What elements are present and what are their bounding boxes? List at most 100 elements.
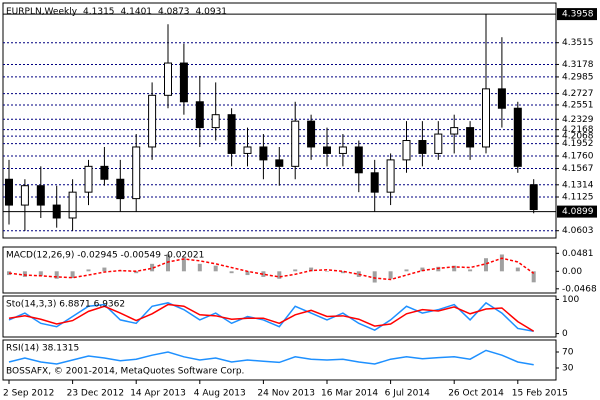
price-label-bg [557, 8, 597, 21]
y-tick-label: -0.0468 [562, 284, 597, 294]
price-label-bg [557, 205, 597, 218]
candle-body [418, 140, 427, 154]
candle-body [529, 184, 538, 211]
histogram-bar [388, 271, 393, 279]
histogram-bar [102, 267, 107, 272]
ohlc-reading: 4.1315 [83, 7, 115, 17]
candle-body [179, 62, 188, 103]
candle-body [402, 140, 411, 161]
y-tick-label: 4.2168 [562, 125, 594, 135]
candle-body [386, 159, 395, 193]
histogram-bar [134, 271, 139, 274]
histogram-bar [452, 265, 457, 272]
x-tick-label: 26 Oct 2014 [448, 389, 504, 399]
candle-body [211, 114, 220, 129]
y-tick-label: 4.2068 [562, 132, 594, 142]
candle-body [482, 88, 490, 148]
candle-body [148, 94, 157, 148]
y-tick-label: 100 [562, 295, 579, 305]
histogram-bar [229, 271, 234, 274]
price-label: 4.3958 [562, 10, 594, 20]
indicator-line [8, 303, 535, 332]
x-tick-label: 23 Dec 2012 [67, 389, 125, 399]
x-tick-label: 14 Apr 2013 [130, 389, 186, 399]
panel-frame [2, 2, 557, 239]
histogram-bar [420, 267, 425, 272]
candle-body [20, 185, 29, 206]
histogram-bar [261, 271, 266, 277]
histogram-bar [213, 265, 218, 272]
panel-title: MACD(12,26,9) -0.02945 -0.00549 -0.02021 [6, 251, 204, 261]
y-tick-label: 70 [562, 348, 574, 358]
y-tick-label: 4.2551 [562, 100, 594, 110]
y-tick-label: 4.1952 [562, 139, 594, 149]
candle-body [164, 62, 172, 96]
x-tick-label: 6 Jul 2014 [385, 389, 430, 399]
histogram-bar [340, 271, 345, 274]
candle-body [497, 88, 506, 109]
candle-body [275, 159, 284, 167]
panel-title: Sto(14,3,3) 6.8871 6.9362 [6, 300, 125, 310]
y-tick-label: 30 [562, 364, 574, 374]
panel-frame [2, 246, 557, 294]
indicator-line [8, 349, 534, 366]
candle-body [466, 127, 475, 148]
candle-body [307, 120, 316, 148]
histogram-bar [515, 267, 520, 272]
histogram-bar [499, 254, 504, 272]
histogram-bar [38, 271, 43, 276]
x-tick-label: 24 Nov 2013 [257, 389, 315, 399]
candle-body [84, 165, 93, 193]
ohlc-reading: 4.0931 [196, 7, 228, 17]
candle-body [434, 133, 443, 154]
histogram-bar [181, 258, 186, 272]
symbol: EURPLN,Weekly [6, 7, 78, 17]
ohlc-reading: 4.1401 [121, 7, 153, 17]
y-tick-label: 4.2727 [562, 89, 594, 99]
ohlc-reading: 4.0873 [158, 7, 190, 17]
price-label: 4.0899 [562, 207, 594, 217]
y-tick-label: 4.1314 [562, 180, 594, 190]
histogram-bar [404, 269, 409, 272]
candle-body [132, 146, 141, 200]
candle-body [100, 165, 109, 180]
y-tick-label: 4.0603 [562, 226, 594, 236]
histogram-bar [150, 263, 155, 272]
candle-body [243, 146, 252, 154]
histogram-bar [22, 271, 27, 277]
histogram-bar [245, 271, 250, 276]
histogram-bar [484, 258, 488, 272]
candle-body [259, 146, 268, 161]
histogram-bar [325, 271, 329, 272]
y-tick-label: 0 [562, 329, 568, 339]
candle-body [370, 172, 379, 193]
y-tick-label: 4.2329 [562, 115, 594, 125]
histogram-bar [7, 271, 11, 276]
candle-body [68, 191, 77, 219]
y-tick-label: 0.00 [562, 267, 582, 277]
copyright: BOSSAFX, © 2001-2014, MetaQuotes Softwar… [6, 367, 244, 377]
y-tick-label: 4.1125 [562, 193, 594, 203]
candle-body [5, 178, 13, 206]
y-tick-label: 4.1567 [562, 164, 594, 174]
histogram-bar [293, 269, 298, 272]
x-tick-label: 4 Aug 2013 [194, 389, 246, 399]
y-tick-label: 4.3515 [562, 38, 594, 48]
indicator-line [8, 257, 535, 281]
candle-body [354, 146, 363, 174]
histogram-bar [54, 271, 59, 279]
y-tick-label: 4.3178 [562, 60, 594, 70]
candle-body [36, 185, 45, 206]
histogram-bar [166, 254, 170, 272]
indicator-line [8, 301, 534, 332]
candle-body [338, 146, 347, 154]
histogram-bar [197, 263, 202, 272]
y-tick-label: 4.2985 [562, 72, 594, 82]
candle-body [195, 101, 204, 129]
x-tick-label: 2 Sep 2012 [3, 389, 54, 399]
histogram-bar [372, 271, 377, 283]
x-tick-label: 16 Mar 2014 [321, 389, 378, 399]
histogram-bar [531, 271, 536, 283]
histogram-bar [70, 271, 75, 279]
